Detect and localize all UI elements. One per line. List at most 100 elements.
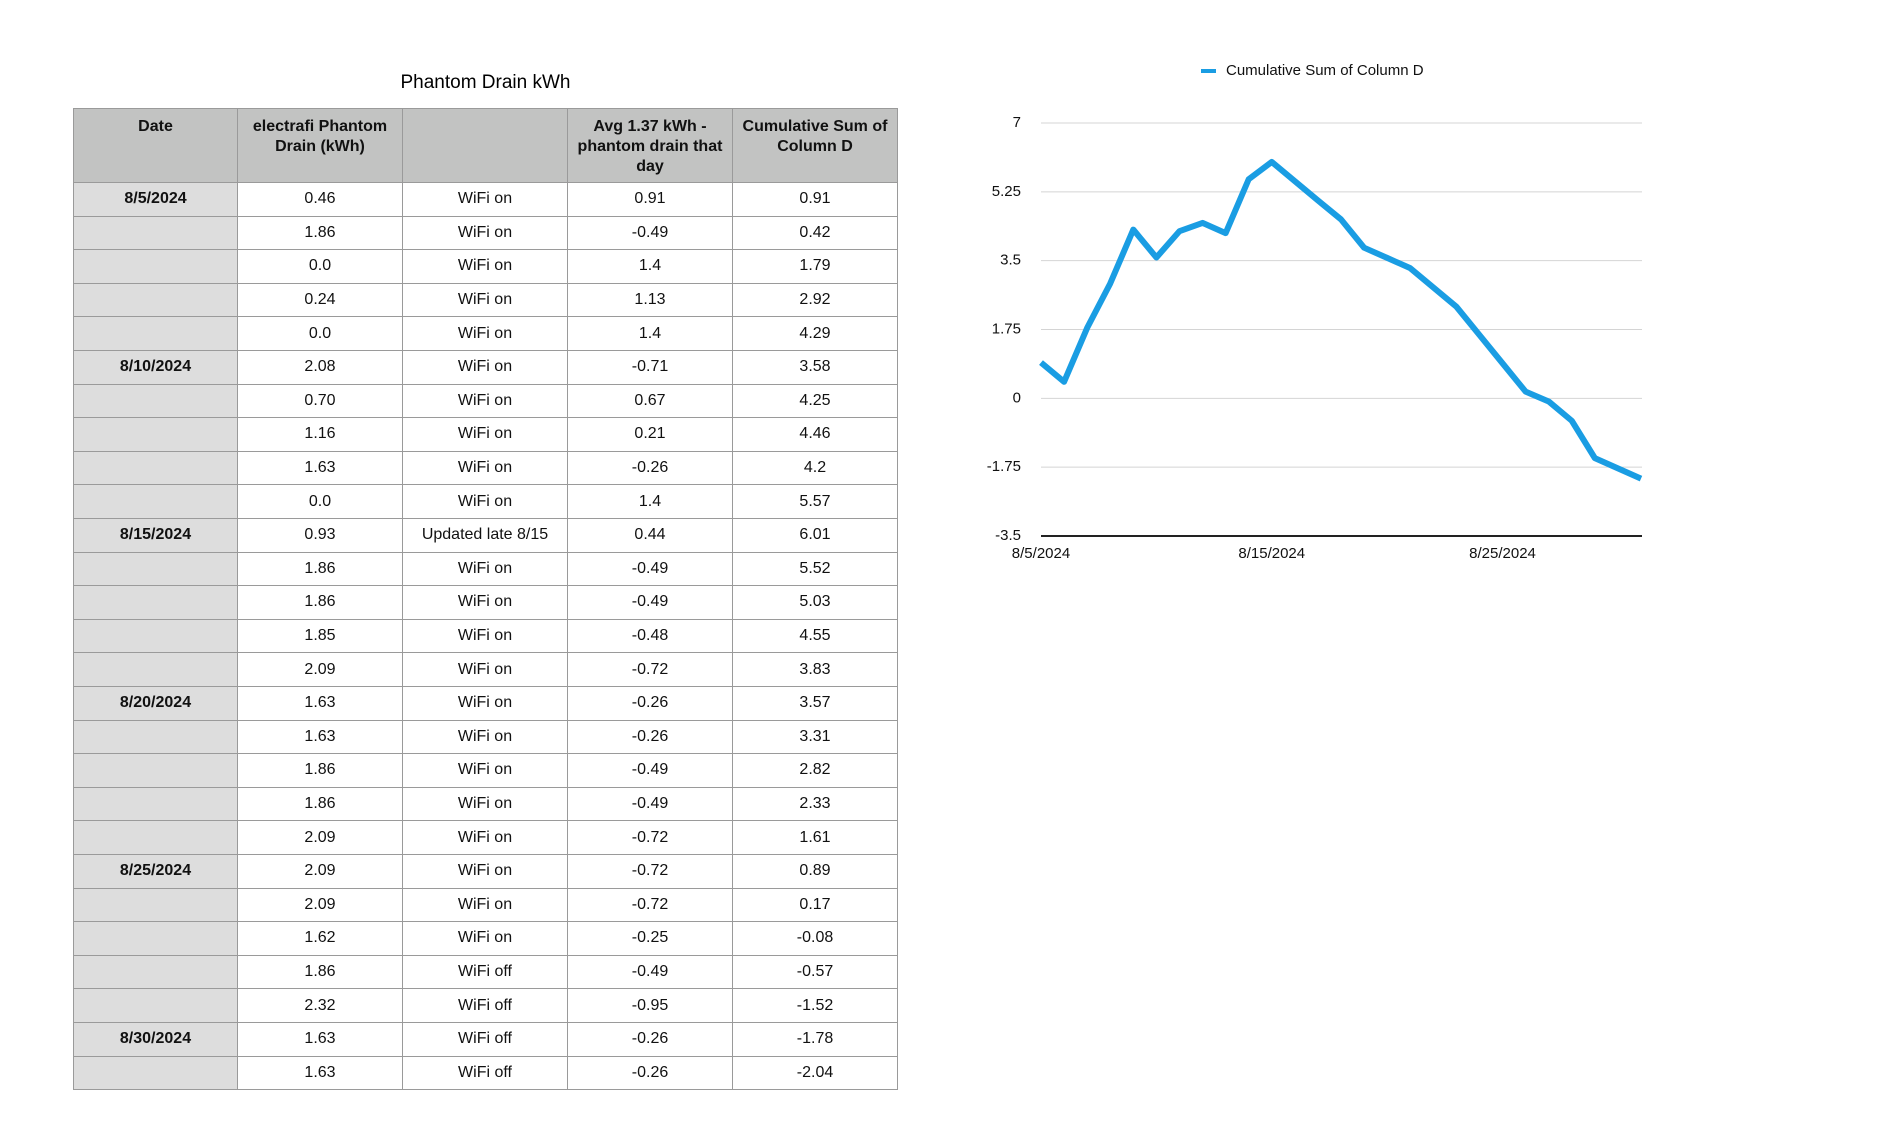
table-cell: 6.01 — [733, 519, 898, 553]
table-cell: -0.08 — [733, 922, 898, 956]
table-cell: 5.57 — [733, 485, 898, 519]
date-cell — [73, 384, 238, 419]
table-cell: -0.26 — [568, 1023, 733, 1057]
table-cell: -1.52 — [733, 989, 898, 1023]
table-cell: 1.63 — [238, 720, 403, 755]
date-cell — [73, 619, 238, 654]
y-tick-label: 0 — [1013, 389, 1021, 406]
table-cell: -0.49 — [568, 787, 733, 822]
table-title: Phantom Drain kWh — [400, 72, 571, 93]
table-cell: WiFi on — [403, 351, 568, 385]
date-cell — [73, 451, 238, 486]
table-cell: WiFi on — [403, 552, 568, 587]
table-cell: -0.26 — [568, 720, 733, 755]
legend-label: Cumulative Sum of Column D — [1226, 62, 1424, 79]
y-tick-label: 7 — [1013, 114, 1021, 131]
table-cell: 1.61 — [733, 821, 898, 855]
table-cell: WiFi on — [403, 586, 568, 620]
table-cell: 1.4 — [568, 317, 733, 351]
header-cell: Cumulative Sum of Column D — [733, 108, 898, 183]
table-cell: 0.24 — [238, 283, 403, 318]
date-cell: 8/30/2024 — [73, 1023, 238, 1057]
y-tick-label: -3.5 — [995, 527, 1021, 544]
table-cell: 5.52 — [733, 552, 898, 587]
date-cell — [73, 821, 238, 855]
x-tick-label: 8/15/2024 — [1238, 545, 1305, 562]
table-cell: 0.46 — [238, 183, 403, 217]
date-cell — [73, 720, 238, 755]
table-cell: 1.16 — [238, 418, 403, 452]
table-cell: WiFi on — [403, 485, 568, 519]
table-cell: Updated late 8/15 — [403, 519, 568, 553]
table-cell: 1.63 — [238, 1023, 403, 1057]
series-line — [1039, 158, 1643, 482]
date-cell — [73, 754, 238, 788]
table-cell: 4.55 — [733, 619, 898, 654]
table-cell: 0.70 — [238, 384, 403, 419]
table-cell: 1.4 — [568, 485, 733, 519]
table-cell: WiFi off — [403, 1056, 568, 1091]
date-cell — [73, 1056, 238, 1091]
table-cell: WiFi off — [403, 955, 568, 990]
table-cell: WiFi on — [403, 754, 568, 788]
date-cell — [73, 787, 238, 822]
date-cell — [73, 888, 238, 923]
table-cell: WiFi on — [403, 283, 568, 318]
table-cell: WiFi on — [403, 888, 568, 923]
date-cell: 8/20/2024 — [73, 687, 238, 721]
table-cell: WiFi on — [403, 451, 568, 486]
date-cell: 8/15/2024 — [73, 519, 238, 553]
table-cell: 5.03 — [733, 586, 898, 620]
table-cell: -0.26 — [568, 687, 733, 721]
table-cell: 2.82 — [733, 754, 898, 788]
table-cell: 1.85 — [238, 619, 403, 654]
table-cell: -0.26 — [568, 451, 733, 486]
table-cell: 0.93 — [238, 519, 403, 553]
table-cell: WiFi on — [403, 653, 568, 687]
y-tick-label: 1.75 — [992, 320, 1021, 337]
table-cell: -0.57 — [733, 955, 898, 990]
table-cell: 2.09 — [238, 855, 403, 889]
table-cell: 1.86 — [238, 216, 403, 251]
table-cell: -0.95 — [568, 989, 733, 1023]
table-cell: 1.62 — [238, 922, 403, 956]
table-cell: 1.79 — [733, 250, 898, 284]
table-cell: -0.49 — [568, 586, 733, 620]
x-tick-label: 8/25/2024 — [1469, 545, 1536, 562]
table-cell: WiFi on — [403, 418, 568, 452]
table-cell: 0.0 — [238, 250, 403, 284]
table-cell: WiFi on — [403, 216, 568, 251]
table-cell: 0.67 — [568, 384, 733, 419]
x-tick-label: 8/5/2024 — [1012, 545, 1070, 562]
table-cell: -0.72 — [568, 821, 733, 855]
table-cell: WiFi on — [403, 787, 568, 822]
date-cell: 8/25/2024 — [73, 855, 238, 889]
table-cell: 2.32 — [238, 989, 403, 1023]
y-tick-label: 5.25 — [992, 183, 1021, 200]
table-cell: WiFi off — [403, 1023, 568, 1057]
table-cell: 4.29 — [733, 317, 898, 351]
table-cell: 1.63 — [238, 687, 403, 721]
table-cell: 2.92 — [733, 283, 898, 318]
table-cell: -0.72 — [568, 855, 733, 889]
date-cell — [73, 216, 238, 251]
y-tick-label: -1.75 — [987, 458, 1021, 475]
date-cell — [73, 418, 238, 452]
table-cell: 0.89 — [733, 855, 898, 889]
table-cell: WiFi on — [403, 384, 568, 419]
table-cell: WiFi on — [403, 855, 568, 889]
table-cell: 0.91 — [568, 183, 733, 217]
table-cell: -0.25 — [568, 922, 733, 956]
table-cell: 0.44 — [568, 519, 733, 553]
table-cell: -0.49 — [568, 754, 733, 788]
date-cell — [73, 250, 238, 284]
date-cell — [73, 317, 238, 351]
date-cell — [73, 922, 238, 956]
table-cell: WiFi on — [403, 317, 568, 351]
header-cell — [403, 108, 568, 183]
date-cell — [73, 989, 238, 1023]
table-cell: 3.31 — [733, 720, 898, 755]
date-cell — [73, 552, 238, 587]
table-cell: 2.08 — [238, 351, 403, 385]
